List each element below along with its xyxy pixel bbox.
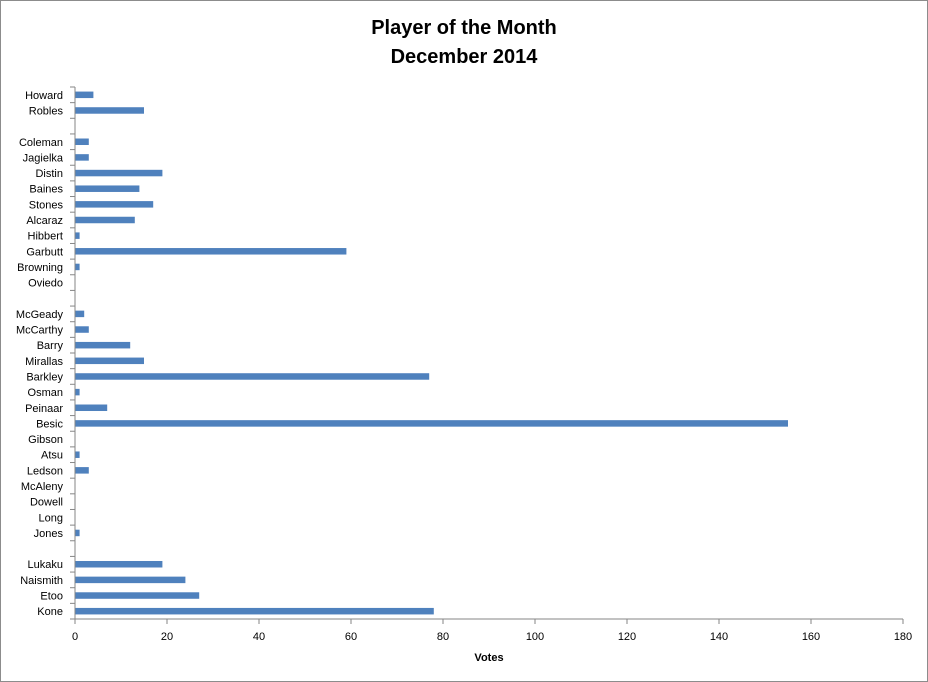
bar-barry <box>75 341 131 349</box>
y-tick-label: Garbutt <box>26 246 63 258</box>
y-tick-label: McAleny <box>21 481 64 493</box>
bar-etoo <box>75 592 200 599</box>
bar-robles <box>75 107 144 114</box>
bar-alcaraz <box>75 216 135 224</box>
y-tick-label: Distin <box>35 168 63 180</box>
y-tick-label: Peinaar <box>25 403 63 415</box>
x-tick-label: 160 <box>802 631 820 643</box>
x-tick-label: 140 <box>710 631 728 643</box>
y-tick-label: Robles <box>29 105 64 117</box>
y-tick-label: Barry <box>37 340 64 352</box>
x-tick-label: 40 <box>253 631 265 643</box>
plot-area: Kone Etoo Naismith Lukaku Jones Long Dowell McA… <box>16 86 912 643</box>
bar-distin <box>75 169 163 177</box>
chart-subtitle: December 2014 <box>391 46 539 68</box>
bar-atsu <box>75 451 80 458</box>
bar-hibbert <box>75 232 80 239</box>
y-tick-label: Long <box>39 512 63 524</box>
y-tick-label: Howard <box>25 90 63 102</box>
y-tick-label: McCarthy <box>16 325 64 337</box>
bar-osman <box>75 388 80 396</box>
y-tick-label: Atsu <box>41 450 63 462</box>
x-tick-label: 0 <box>72 631 78 643</box>
chart-title: Player of the Month <box>371 17 557 39</box>
y-tick-label: McGeady <box>16 309 64 321</box>
bar-ledson <box>75 467 89 474</box>
y-tick-label: Kone <box>37 606 63 618</box>
bar-coleman <box>75 138 89 146</box>
y-tick-label: Gibson <box>28 434 63 446</box>
bar-howard <box>75 91 94 99</box>
y-tick-label: Etoo <box>40 591 63 603</box>
bar-peinaar <box>75 404 108 412</box>
x-tick-label: 100 <box>526 631 544 643</box>
y-tick-label: Oviedo <box>28 278 63 290</box>
x-tick-label: 60 <box>345 631 357 643</box>
y-tick-label: Baines <box>29 184 63 196</box>
bar-baines <box>75 185 140 192</box>
bar-besic <box>75 420 788 427</box>
bar-mccarthy <box>75 326 89 333</box>
bar-garbutt <box>75 248 347 255</box>
y-tick-label: Dowell <box>30 497 63 509</box>
bar-stones <box>75 201 154 208</box>
bar-naismith <box>75 576 186 584</box>
bar-barkley <box>75 373 430 380</box>
y-tick-label: Naismith <box>20 575 63 587</box>
bar-kone <box>75 607 434 615</box>
x-tick-label: 120 <box>618 631 636 643</box>
y-tick-label: Jones <box>34 528 64 540</box>
y-tick-label: Mirallas <box>25 356 63 368</box>
y-tick-label: Osman <box>28 387 63 399</box>
bar-jones <box>75 529 80 537</box>
y-tick-label: Besic <box>36 418 63 430</box>
y-tick-label: Browning <box>17 262 63 274</box>
x-tick-label: 80 <box>437 631 449 643</box>
y-tick-label: Ledson <box>27 465 63 477</box>
x-axis-title: Votes <box>474 652 503 664</box>
y-tick-label: Stones <box>29 199 64 211</box>
x-tick-label: 180 <box>894 631 912 643</box>
y-tick-label: Alcaraz <box>26 215 63 227</box>
y-tick-label: Barkley <box>26 371 63 383</box>
bar-mcgeady <box>75 310 85 318</box>
bar-lukaku <box>75 560 163 568</box>
bar-browning <box>75 263 80 271</box>
y-tick-label: Lukaku <box>28 559 63 571</box>
bar-jagielka <box>75 154 89 161</box>
y-tick-label: Hibbert <box>28 231 63 243</box>
bar-mirallas <box>75 357 144 365</box>
y-tick-label: Jagielka <box>23 152 64 164</box>
x-tick-label: 20 <box>161 631 173 643</box>
y-tick-label: Coleman <box>19 137 63 149</box>
